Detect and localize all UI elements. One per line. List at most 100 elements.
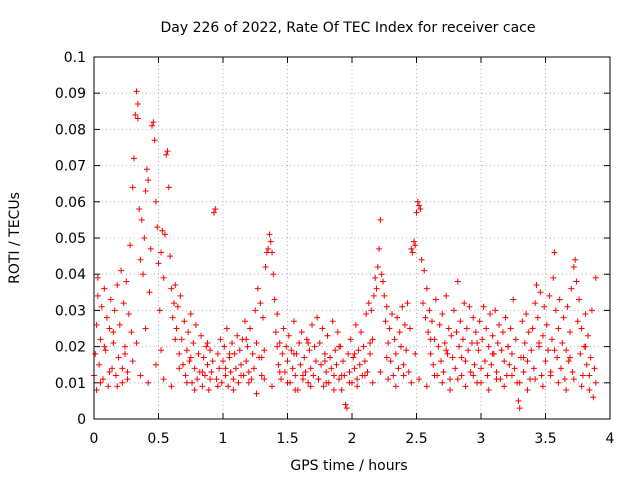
data-point <box>227 368 234 375</box>
data-point <box>432 296 439 303</box>
data-point <box>582 343 589 350</box>
data-point <box>214 383 221 390</box>
data-point <box>472 329 479 336</box>
data-point <box>583 361 590 368</box>
data-point <box>448 332 455 339</box>
data-point <box>578 383 585 390</box>
data-point <box>590 394 597 401</box>
data-point <box>551 249 558 256</box>
data-point <box>462 358 469 365</box>
data-point <box>499 329 506 336</box>
data-point <box>105 383 112 390</box>
data-point <box>329 318 336 325</box>
x-tick-label: 0.5 <box>147 431 169 447</box>
data-point <box>573 278 580 285</box>
data-point <box>279 350 286 357</box>
data-point <box>561 376 568 383</box>
data-point <box>338 387 345 394</box>
data-point <box>267 238 274 245</box>
data-point <box>93 321 100 328</box>
data-point <box>225 383 232 390</box>
data-point <box>232 365 239 372</box>
data-point <box>585 332 592 339</box>
data-point <box>399 303 406 310</box>
data-point <box>120 300 127 307</box>
data-point <box>547 372 554 379</box>
data-point <box>394 314 401 321</box>
data-point <box>511 365 518 372</box>
data-point <box>586 372 593 379</box>
data-point <box>181 318 188 325</box>
data-point <box>525 329 532 336</box>
data-point <box>484 372 491 379</box>
data-point <box>253 339 260 346</box>
data-point <box>96 361 103 368</box>
data-point <box>129 358 136 365</box>
data-point <box>289 365 296 372</box>
data-point <box>107 296 114 303</box>
data-point <box>466 303 473 310</box>
data-point <box>101 343 108 350</box>
data-point <box>101 285 108 292</box>
data-point <box>187 354 194 361</box>
data-point <box>274 343 281 350</box>
data-point <box>285 332 292 339</box>
data-point <box>454 278 461 285</box>
data-point <box>245 368 252 375</box>
data-point <box>447 387 454 394</box>
data-point <box>577 350 584 357</box>
data-point <box>395 365 402 372</box>
y-tick-labels: 0 0.01 0.02 0.03 0.04 0.05 0.06 0.07 0.08 0.09 0.1 <box>55 50 86 428</box>
data-point <box>164 148 171 155</box>
data-point <box>332 347 339 354</box>
data-point <box>140 271 147 278</box>
data-point <box>524 358 531 365</box>
data-point <box>203 343 210 350</box>
x-tick-label: 3 <box>477 431 486 447</box>
data-point <box>467 368 474 375</box>
data-point <box>299 372 306 379</box>
data-point <box>119 365 126 372</box>
data-point <box>534 314 541 321</box>
data-point <box>501 383 508 390</box>
data-point <box>505 343 512 350</box>
data-point <box>430 361 437 368</box>
data-point <box>183 379 190 386</box>
data-point <box>481 358 488 365</box>
data-point <box>205 387 212 394</box>
data-point <box>141 235 148 241</box>
data-point <box>250 365 257 372</box>
data-point <box>292 387 299 394</box>
y-tick-label: 0.06 <box>55 195 86 211</box>
data-point <box>334 329 341 336</box>
data-point <box>274 311 281 318</box>
data-point <box>298 329 305 336</box>
data-point <box>97 379 104 386</box>
data-point <box>532 376 539 383</box>
data-point <box>119 379 126 386</box>
data-point <box>168 383 175 390</box>
data-point <box>574 318 581 325</box>
data-point <box>369 336 376 343</box>
data-point <box>493 376 500 383</box>
data-point <box>346 368 353 375</box>
data-point <box>373 285 380 292</box>
data-point <box>307 365 314 372</box>
data-point <box>226 350 233 357</box>
data-point <box>361 358 368 365</box>
data-point <box>391 336 398 343</box>
data-point <box>121 350 128 357</box>
data-point <box>292 372 299 379</box>
data-point <box>532 300 539 307</box>
data-point <box>493 368 500 375</box>
data-point <box>121 343 128 350</box>
y-tick-label: 0.08 <box>55 122 86 138</box>
data-point <box>444 350 451 357</box>
data-point <box>261 347 268 354</box>
data-point <box>458 354 465 361</box>
data-point <box>283 343 290 350</box>
data-point <box>568 285 575 292</box>
data-point <box>355 347 362 354</box>
data-point <box>138 216 145 223</box>
